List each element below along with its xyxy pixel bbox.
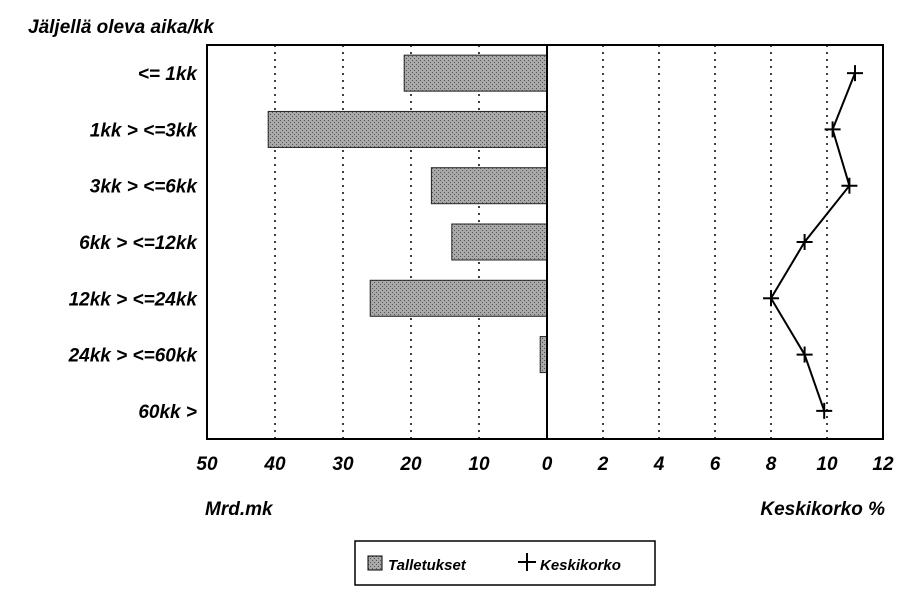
plot-frame — [206, 44, 884, 440]
rate-point — [847, 65, 863, 82]
bar — [267, 110, 548, 148]
left-tick-label: 30 — [332, 454, 354, 475]
right-tick-label: 2 — [597, 454, 609, 475]
chart-title: Jäljellä oleva aika/kk — [28, 17, 215, 38]
legend-line-marker — [518, 553, 536, 571]
rate-line-path — [769, 72, 856, 412]
bar — [403, 54, 548, 92]
category-labels: <= 1kk 1kk > <=3kk 3kk > <=6kk 6kk > <=12kk… — [68, 64, 199, 423]
bars — [267, 54, 548, 374]
legend: Talletukset Keskikorko — [354, 540, 656, 586]
category-label: <= 1kk — [138, 64, 199, 85]
gridlines — [274, 45, 828, 439]
category-label: 24kk > <=60kk — [68, 346, 199, 367]
right-axis-label: Keskikorko % — [760, 499, 885, 520]
bar — [430, 167, 548, 205]
category-label: 6kk > <=12kk — [79, 233, 198, 254]
left-tick-label: 10 — [468, 454, 490, 475]
legend-bar-label: Talletukset — [388, 557, 467, 574]
right-tick-label: 10 — [816, 454, 838, 475]
bar — [539, 336, 548, 374]
left-tick-label: 20 — [399, 454, 422, 475]
rate-point — [816, 402, 833, 419]
left-axis-label: Mrd.mk — [205, 499, 274, 520]
right-tick-label: 8 — [766, 454, 777, 475]
rate-line — [763, 65, 863, 419]
right-tick-label: 6 — [710, 454, 721, 475]
rate-point — [763, 290, 779, 307]
category-label: 3kk > <=6kk — [90, 177, 199, 198]
category-label: 12kk > <=24kk — [69, 289, 199, 310]
legend-box — [354, 540, 656, 586]
rate-point — [841, 177, 858, 194]
right-tick-labels: 2 4 6 8 10 12 — [597, 454, 894, 475]
category-label: 1kk > <=3kk — [90, 120, 199, 141]
category-label: 60kk > — [138, 402, 197, 423]
rate-point — [824, 121, 841, 138]
legend-line-label: Keskikorko — [540, 557, 621, 574]
legend-bar-swatch — [367, 555, 383, 571]
right-tick-label: 12 — [872, 454, 894, 475]
left-tick-label: 40 — [263, 454, 286, 475]
rate-point — [796, 234, 813, 250]
left-tick-labels: 50 40 30 20 10 0 — [196, 454, 552, 475]
bar — [369, 279, 548, 317]
left-tick-label: 0 — [542, 454, 553, 475]
left-tick-label: 50 — [196, 454, 218, 475]
rate-point — [796, 346, 813, 363]
right-tick-label: 4 — [653, 454, 665, 475]
bar — [451, 223, 548, 261]
